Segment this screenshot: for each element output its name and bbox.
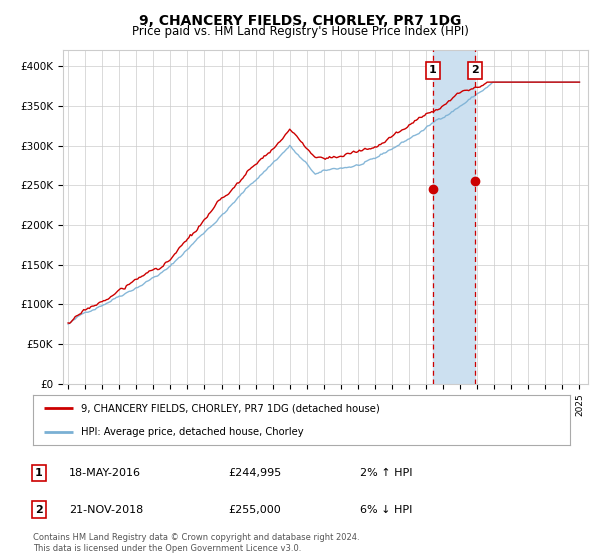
- Text: £255,000: £255,000: [228, 505, 281, 515]
- Text: 9, CHANCERY FIELDS, CHORLEY, PR7 1DG: 9, CHANCERY FIELDS, CHORLEY, PR7 1DG: [139, 14, 461, 28]
- Text: 1: 1: [35, 468, 43, 478]
- Bar: [433, 50, 475, 384]
- Text: 21-NOV-2018: 21-NOV-2018: [69, 505, 143, 515]
- Text: 6% ↓ HPI: 6% ↓ HPI: [360, 505, 412, 515]
- Text: 2% ↑ HPI: 2% ↑ HPI: [360, 468, 413, 478]
- Text: 2: 2: [35, 505, 43, 515]
- Text: 1: 1: [428, 66, 436, 76]
- Text: 9, CHANCERY FIELDS, CHORLEY, PR7 1DG (detached house): 9, CHANCERY FIELDS, CHORLEY, PR7 1DG (de…: [82, 403, 380, 413]
- Text: 18-MAY-2016: 18-MAY-2016: [69, 468, 141, 478]
- Text: Contains HM Land Registry data © Crown copyright and database right 2024.
This d: Contains HM Land Registry data © Crown c…: [33, 533, 359, 553]
- Text: £244,995: £244,995: [228, 468, 281, 478]
- Text: Price paid vs. HM Land Registry's House Price Index (HPI): Price paid vs. HM Land Registry's House …: [131, 25, 469, 38]
- Text: 2: 2: [472, 66, 479, 76]
- Text: HPI: Average price, detached house, Chorley: HPI: Average price, detached house, Chor…: [82, 427, 304, 437]
